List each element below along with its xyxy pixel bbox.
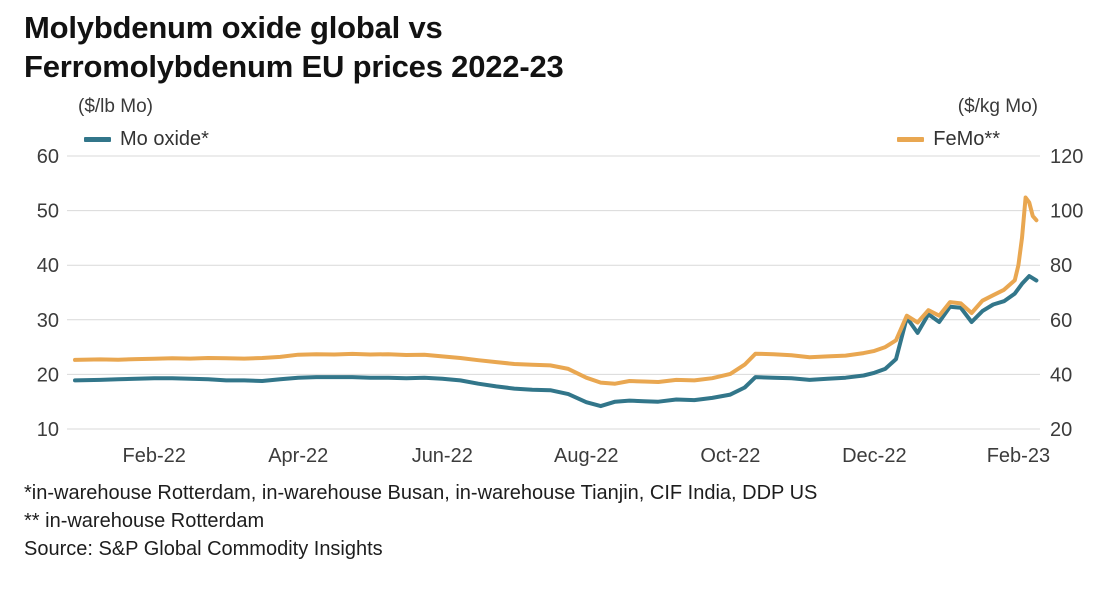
series-line-femo: [73, 195, 1039, 386]
legend-femo: FeMo**: [897, 128, 1000, 151]
page-title: Molybdenum oxide global vs Ferromolybden…: [24, 8, 564, 86]
title-line-1: Molybdenum oxide global vs: [24, 10, 443, 45]
y-axis-left-tick-label: 10: [37, 419, 59, 441]
title-line-2: Ferromolybdenum EU prices 2022-23: [24, 49, 564, 84]
source-line: Source: S&P Global Commodity Insights: [24, 538, 383, 560]
y-axis-left-tick-label: 30: [37, 310, 59, 332]
price-line-chart: 10 20 20 40 30 60 40 80 50 100 60 120 Feb-22 Apr-22 Ju…: [37, 146, 1084, 467]
footnote-asterisk: *in-warehouse Rotterdam, in-warehouse Bu…: [24, 482, 818, 504]
left-axis-unit-label: ($/lb Mo): [78, 96, 153, 117]
legend-mo-oxide: Mo oxide*: [84, 128, 209, 151]
footnote-double-asterisk: ** in-warehouse Rotterdam: [24, 510, 265, 532]
y-axis-right-tick-label: 60: [1050, 310, 1072, 332]
y-axis-right-tick-label: 120: [1050, 146, 1083, 168]
x-axis-tick-label: Oct-22: [700, 445, 760, 467]
femo-line-swatch: [897, 137, 925, 142]
y-axis-left-tick-label: 40: [37, 255, 59, 277]
right-axis-unit-label: ($/kg Mo): [957, 96, 1038, 117]
legend-femo-label: FeMo**: [933, 128, 1000, 150]
legend-mo-oxide-label: Mo oxide*: [120, 128, 209, 150]
x-axis-tick-label: Jun-22: [412, 445, 473, 467]
x-axis-tick-label: Feb-23: [987, 445, 1050, 467]
y-axis-left-tick-label: 50: [37, 201, 59, 223]
footnotes: *in-warehouse Rotterdam, in-warehouse Bu…: [24, 479, 817, 563]
y-axis-right-tick-label: 20: [1050, 419, 1072, 441]
y-axis-left-tick-label: 20: [37, 364, 59, 386]
series-line-mo-oxide: [73, 274, 1039, 409]
y-axis-right-tick-label: 40: [1050, 364, 1072, 386]
mo-oxide-line-swatch: [84, 137, 111, 142]
x-axis-tick-label: Aug-22: [554, 445, 619, 467]
x-axis-tick-label: Apr-22: [268, 445, 328, 467]
y-axis-left-tick-label: 60: [37, 146, 59, 168]
x-axis-tick-label: Dec-22: [842, 445, 906, 467]
x-axis-tick-label: Feb-22: [123, 445, 186, 467]
y-axis-right-tick-label: 100: [1050, 201, 1083, 223]
y-axis-right-tick-label: 80: [1050, 255, 1072, 277]
